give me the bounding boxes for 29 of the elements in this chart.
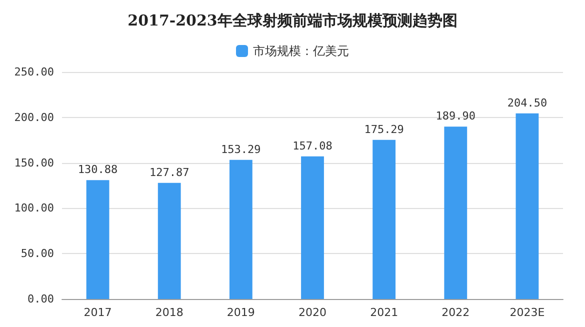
y-tick-label: 200.00	[14, 110, 54, 124]
y-tick-label: 100.00	[14, 202, 54, 215]
x-tick-label: 2017	[84, 306, 112, 319]
data-label: 189.90	[436, 110, 476, 123]
data-label: 157.08	[292, 139, 332, 152]
data-label: 130.88	[78, 163, 118, 176]
x-tick-label: 2023E	[510, 306, 545, 319]
bar	[86, 180, 110, 299]
data-label: 127.87	[149, 166, 190, 179]
legend-label: 市场规模：亿美元	[253, 44, 349, 58]
y-tick-label: 250.00	[14, 66, 54, 78]
bar	[444, 126, 468, 299]
x-tick-label: 2018	[155, 306, 184, 319]
bar	[372, 140, 396, 299]
y-tick-label: 150.00	[14, 156, 54, 170]
data-label: 204.50	[507, 96, 548, 110]
x-tick-label: 2019	[226, 306, 255, 319]
x-tick-label: 2020	[298, 306, 326, 319]
bar	[516, 113, 539, 299]
bar	[229, 160, 252, 299]
x-tick-label: 2022	[442, 306, 470, 319]
bar	[158, 182, 181, 299]
data-label: 175.29	[364, 122, 404, 136]
bar	[301, 156, 324, 299]
x-tick-label: 2021	[370, 306, 398, 319]
data-label: 153.29	[221, 142, 261, 156]
chart-title: 2017-2023年全球射频前端市场规模预测趋势图	[128, 12, 458, 30]
y-tick-label: 50.00	[20, 247, 54, 260]
y-tick-label: 0.00	[28, 292, 54, 306]
